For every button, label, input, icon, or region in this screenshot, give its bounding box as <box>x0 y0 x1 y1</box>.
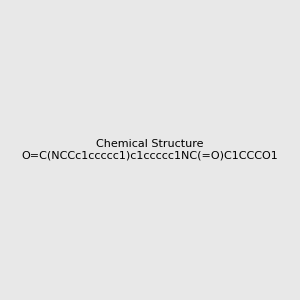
Text: Chemical Structure
O=C(NCCc1ccccc1)c1ccccc1NC(=O)C1CCCO1: Chemical Structure O=C(NCCc1ccccc1)c1ccc… <box>22 139 278 161</box>
